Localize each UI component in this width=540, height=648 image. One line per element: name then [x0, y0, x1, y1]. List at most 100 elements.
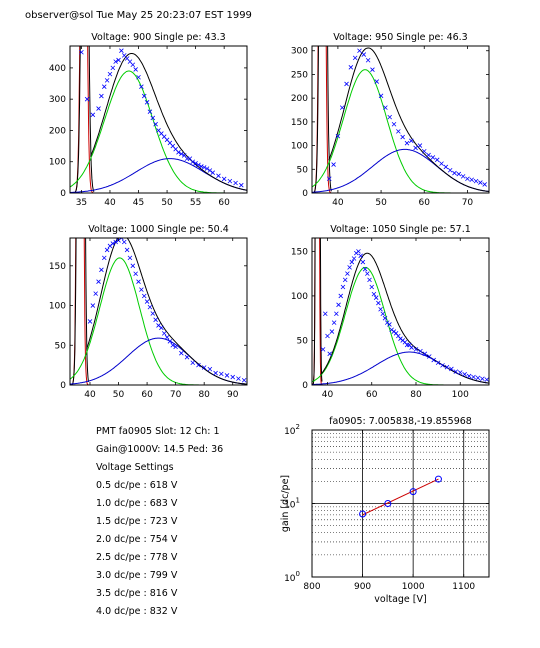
data-point — [478, 180, 483, 185]
data-point — [382, 315, 388, 321]
data-point — [130, 62, 136, 68]
data-point — [144, 299, 150, 304]
data-point — [170, 342, 176, 348]
data-point — [335, 133, 341, 139]
data-point — [193, 161, 198, 166]
y-tick-label: 50 — [297, 165, 309, 175]
info-line: 1.5 dc/pe : 723 V — [96, 516, 178, 527]
data-point — [422, 351, 428, 357]
data-point — [150, 311, 156, 316]
data-point — [484, 377, 489, 382]
data-point — [471, 374, 476, 380]
data-point — [383, 105, 388, 110]
data-point — [113, 59, 118, 64]
y-tick-label: 102 — [284, 423, 300, 437]
data-point — [329, 329, 335, 334]
data-point — [351, 256, 357, 261]
data-point — [141, 293, 147, 299]
data-point — [378, 93, 384, 99]
x-tick-label: 60 — [218, 198, 230, 208]
x-tick-label: 70 — [170, 390, 182, 400]
data-point — [101, 255, 107, 261]
data-point — [409, 345, 414, 350]
data-point — [371, 291, 377, 297]
data-point — [139, 84, 144, 89]
y-tick-label: 100 — [291, 292, 308, 302]
data-point — [84, 96, 90, 102]
data-point — [400, 134, 405, 140]
data-point — [367, 277, 372, 283]
data-point — [176, 150, 181, 155]
data-point — [207, 366, 213, 372]
page-header: observer@sol Tue May 25 20:23:07 EST 199… — [25, 10, 252, 21]
data-point — [144, 100, 150, 105]
data-point — [136, 279, 141, 284]
data-point — [199, 164, 204, 169]
y-tick-label: 100 — [291, 142, 308, 152]
pedestal-total-curve — [312, 238, 323, 385]
data-point — [227, 178, 233, 184]
x-tick-label: 90 — [227, 390, 239, 400]
data-point — [164, 335, 170, 340]
x-tick-label: 35 — [76, 198, 87, 208]
pedestal-total-curve — [312, 46, 332, 193]
data-point — [338, 293, 344, 299]
axes-frame — [311, 237, 490, 386]
data-point — [159, 325, 164, 331]
data-point — [110, 241, 116, 246]
data-point — [179, 151, 184, 157]
data-point — [431, 357, 436, 363]
data-point — [357, 48, 362, 54]
y-tick-label: 100 — [49, 302, 66, 312]
data-point — [99, 93, 104, 99]
y-tick-label: 150 — [291, 247, 308, 257]
data-point — [435, 360, 441, 366]
y-tick-label: 300 — [49, 95, 66, 105]
y-tick-label: 101 — [284, 497, 300, 511]
total-fit-curve — [86, 238, 247, 385]
pmt-info-block: PMT fa0905 Slot: 12 Ch: 1 Gain@1000V: 14.… — [96, 423, 223, 621]
data-point — [449, 366, 454, 372]
data-point — [334, 311, 339, 317]
data-point — [378, 306, 383, 312]
data-point — [216, 173, 221, 179]
data-point — [358, 253, 363, 259]
chart-1: 35 40 45 50 55 60 0 100 200 300 400 Voltage: 900 Si… — [49, 32, 248, 208]
data-point — [147, 304, 153, 310]
data-point — [133, 67, 138, 72]
y-tick-label: 0 — [60, 189, 66, 199]
data-point — [136, 74, 141, 80]
y-tick-base: 10 — [284, 574, 296, 584]
data-point — [347, 265, 352, 270]
data-point — [387, 114, 392, 120]
data-point — [119, 48, 124, 53]
data-point — [387, 322, 392, 327]
data-point — [373, 295, 379, 300]
data-point — [196, 162, 201, 168]
x-tick-label: 55 — [190, 198, 201, 208]
y-tick-exp: 0 — [296, 570, 300, 578]
data-point — [224, 373, 230, 378]
y-tick-label: 0 — [302, 189, 308, 199]
data-point — [127, 255, 133, 261]
y-tick-label: 200 — [291, 94, 308, 104]
data-point — [110, 65, 116, 71]
data-point — [325, 333, 330, 339]
data-point — [207, 168, 213, 173]
data-point — [409, 138, 414, 144]
data-point — [201, 365, 207, 370]
data-point — [210, 170, 216, 175]
x-axis-label: voltage [V] — [374, 594, 426, 605]
chart-2: 40 50 60 70 0 50 100 150 200 250 300 Voltage: 950 S… — [291, 32, 490, 208]
y-tick-label: 100 — [49, 158, 66, 168]
data-point — [221, 176, 227, 182]
info-line: Gain@1000V: 14.5 Ped: 36 — [96, 444, 224, 455]
data-point — [241, 377, 247, 383]
y-tick-label: 200 — [49, 126, 66, 136]
data-point — [426, 152, 431, 158]
data-point — [340, 284, 346, 290]
axes-frame — [69, 45, 248, 194]
x-tick-label: 100 — [452, 390, 469, 400]
data-point — [201, 165, 207, 170]
